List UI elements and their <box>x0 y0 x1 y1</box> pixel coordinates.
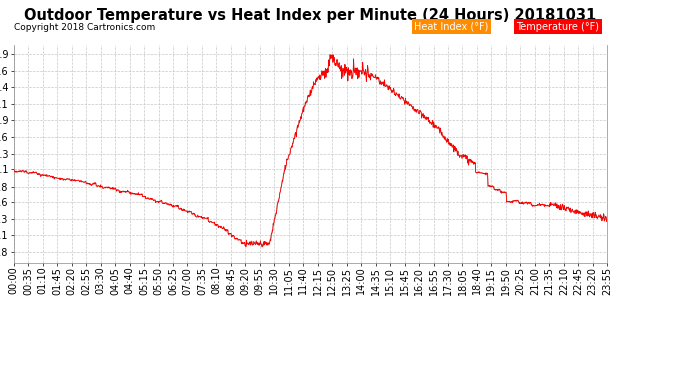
Text: Heat Index (°F): Heat Index (°F) <box>414 22 489 32</box>
Text: Temperature (°F): Temperature (°F) <box>516 22 599 32</box>
Text: Copyright 2018 Cartronics.com: Copyright 2018 Cartronics.com <box>14 23 155 32</box>
Title: Outdoor Temperature vs Heat Index per Minute (24 Hours) 20181031: Outdoor Temperature vs Heat Index per Mi… <box>24 8 597 23</box>
